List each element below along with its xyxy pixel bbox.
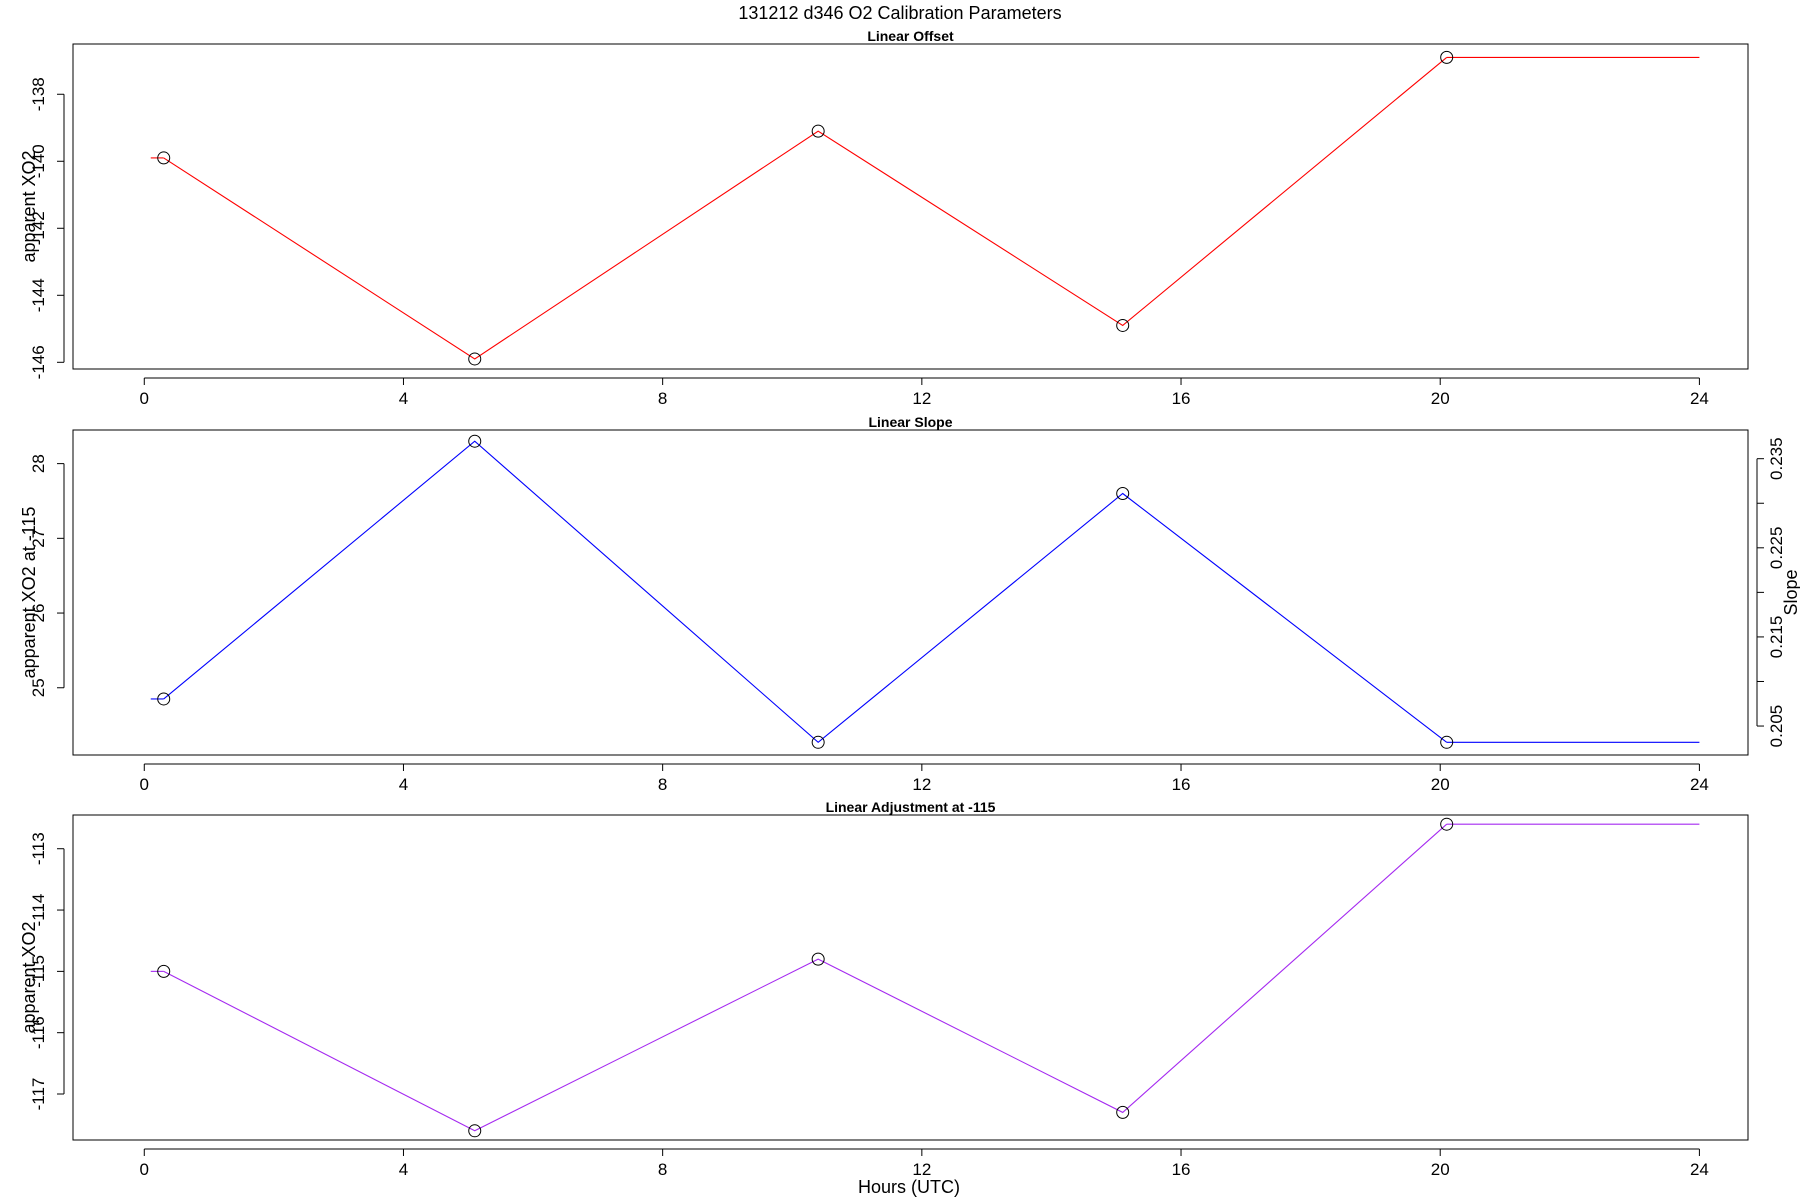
y-tick-label: -113	[29, 832, 48, 865]
data-point	[157, 964, 171, 978]
data-point	[468, 434, 482, 448]
data-point	[1440, 50, 1454, 64]
y-axis-label: apparent XO2	[19, 921, 39, 1033]
data-point	[1116, 487, 1130, 501]
y-tick-label: 28	[29, 454, 48, 473]
y-tick-label: -116	[29, 1016, 48, 1049]
x-tick-label: 24	[1690, 389, 1709, 408]
y-tick-label: -142	[29, 211, 48, 245]
data-point	[1116, 1105, 1130, 1119]
y-axis-label: apparent XO2	[19, 150, 39, 262]
y2-tick-label: 0.235	[1767, 437, 1786, 480]
x-tick-label: 4	[399, 389, 408, 408]
x-tick-label: 0	[140, 389, 149, 408]
panel-1: Linear Offset 0 4 8 12 16 20 24 -146 -144 -142 -140…	[19, 28, 1749, 408]
x-tick-label: 20	[1431, 1160, 1450, 1179]
y-axis-label: apparent XO2 at -115	[19, 507, 39, 679]
figure-x-axis-label: Hours (UTC)	[858, 1177, 960, 1197]
x-tick-label: 4	[399, 1160, 408, 1179]
panel-3: Linear Adjustment at -115 0 4 8 12 16 20 24 -117…	[19, 799, 1749, 1179]
plot-frame	[72, 814, 1749, 1141]
panel-2: Linear Slope 0 4 8 12 16 20 24 25 26 27 28 apparent …	[19, 414, 1800, 794]
series-line	[163, 440, 1448, 744]
y-tick-label: 26	[29, 604, 48, 623]
plot-frame	[72, 43, 1749, 370]
x-tick-label: 24	[1690, 1160, 1709, 1179]
series-line	[163, 56, 1448, 360]
y-tick-label: -117	[29, 1078, 48, 1111]
data-point	[1116, 318, 1130, 332]
data-point	[157, 151, 171, 165]
panel-title: Linear Adjustment at -115	[826, 799, 996, 815]
y-tick-label: -115	[29, 955, 48, 988]
y-tick-label: -114	[29, 894, 48, 927]
panels: Linear Offset 0 4 8 12 16 20 24 -146 -144 -142 -140…	[19, 28, 1800, 1179]
x-tick-label: 20	[1431, 389, 1450, 408]
y2-tick-label: 0.205	[1767, 705, 1786, 748]
y-tick-label: 27	[29, 529, 48, 548]
x-tick-label: 12	[912, 775, 931, 794]
y-tick-label: -138	[29, 77, 48, 111]
x-tick-label: 4	[399, 775, 408, 794]
y-tick-label: -144	[29, 278, 48, 312]
data-point	[811, 952, 825, 966]
data-point	[157, 692, 171, 706]
data-point	[468, 352, 482, 366]
x-tick-label: 20	[1431, 775, 1450, 794]
x-tick-label: 16	[1172, 775, 1191, 794]
figure-title: 131212 d346 O2 Calibration Parameters	[738, 3, 1061, 23]
panel-title: Linear Slope	[868, 414, 952, 430]
plot-frame	[72, 429, 1749, 756]
y2-tick-label: 0.215	[1767, 616, 1786, 659]
y-tick-label: -146	[29, 345, 48, 379]
x-tick-label: 8	[658, 775, 667, 794]
x-tick-label: 8	[658, 1160, 667, 1179]
data-point	[1440, 735, 1454, 749]
x-tick-label: 16	[1172, 1160, 1191, 1179]
x-tick-label: 12	[912, 1160, 931, 1179]
x-tick-label: 8	[658, 389, 667, 408]
y2-tick-label: 0.225	[1767, 527, 1786, 570]
x-tick-label: 16	[1172, 389, 1191, 408]
data-point	[468, 1124, 482, 1138]
series-line	[163, 823, 1448, 1132]
x-tick-label: 12	[912, 389, 931, 408]
y-tick-label: 25	[29, 678, 48, 697]
x-tick-label: 0	[140, 1160, 149, 1179]
data-point	[811, 735, 825, 749]
x-tick-label: 0	[140, 775, 149, 794]
x-tick-label: 24	[1690, 775, 1709, 794]
y2-axis-label: Slope	[1781, 569, 1800, 615]
data-point	[1440, 817, 1454, 831]
y-tick-label: -140	[29, 144, 48, 178]
data-point	[811, 124, 825, 138]
panel-title: Linear Offset	[867, 28, 954, 44]
